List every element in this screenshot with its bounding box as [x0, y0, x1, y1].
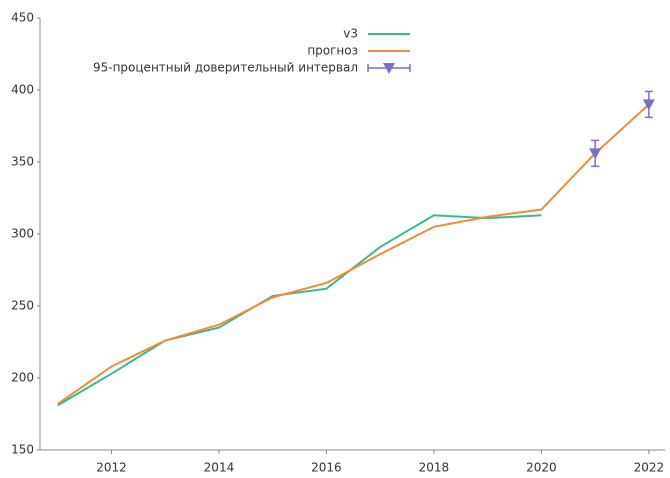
line-series [57, 214, 542, 407]
y-tick-label: 400 [11, 83, 34, 97]
y-tick-label: 250 [11, 299, 34, 313]
legend-swatch [383, 63, 395, 74]
y-tick-label: 300 [11, 227, 34, 241]
error-bar [642, 90, 655, 119]
x-tick-label: 2016 [311, 461, 342, 475]
y-tick-label: 350 [11, 155, 34, 169]
legend-label: прогноз [307, 44, 358, 58]
error-bar-marker [642, 99, 655, 111]
error-bar [589, 139, 602, 168]
legend-label: 95-процентный доверительный интервал [93, 61, 358, 75]
x-tick-label: 2012 [96, 461, 127, 475]
x-tick-label: 2014 [204, 461, 235, 475]
y-tick-label: 150 [11, 443, 34, 457]
line-series [57, 103, 650, 405]
y-tick-label: 200 [11, 371, 34, 385]
y-tick-label: 450 [11, 11, 34, 25]
x-tick-label: 2022 [634, 461, 665, 475]
x-tick-label: 2020 [526, 461, 557, 475]
legend-label: v3 [343, 27, 358, 41]
error-bar-marker [589, 148, 602, 160]
x-tick-label: 2018 [419, 461, 450, 475]
